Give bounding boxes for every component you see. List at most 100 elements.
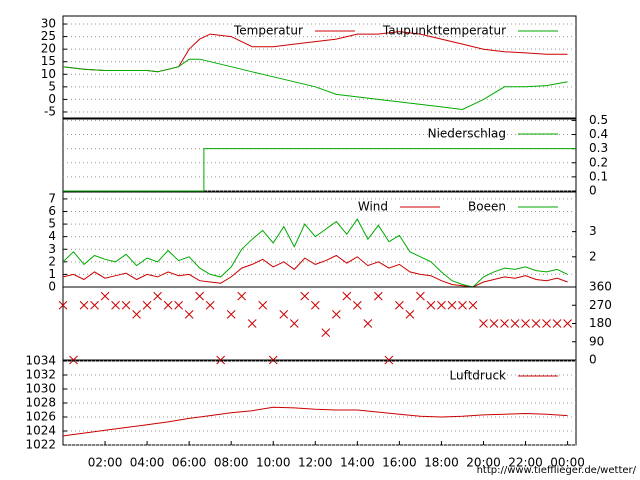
x-tick-label: 04:00 (130, 456, 165, 470)
point (121, 300, 131, 310)
x-tick-label: 10:00 (256, 456, 291, 470)
point (416, 291, 425, 301)
point (426, 300, 436, 310)
y2-tick-label: 3 (589, 224, 597, 238)
legend-label: Boeen (468, 200, 506, 214)
point (552, 319, 562, 328)
y-tick-label: 1034 (25, 354, 56, 368)
legend-label: Luftdruck (449, 369, 506, 383)
point (58, 300, 68, 310)
x-tick-label: 08:00 (214, 456, 249, 470)
point (342, 291, 352, 301)
x-tick-label: 18:00 (424, 456, 459, 470)
point (437, 300, 446, 310)
y-tick-label: -5 (44, 104, 56, 118)
y-tick-label: 0 (48, 92, 56, 106)
point (458, 300, 467, 310)
y-tick-label: 30 (41, 17, 56, 31)
point (321, 328, 331, 337)
point (510, 319, 520, 328)
y-tick-label: 1026 (25, 410, 56, 424)
point (237, 291, 247, 301)
x-tick-label: 14:00 (340, 456, 375, 470)
point (226, 310, 236, 319)
y2-tick-label: 0.4 (589, 127, 608, 141)
series-line (63, 148, 576, 192)
x-tick-label: 20:00 (466, 456, 501, 470)
point (479, 319, 488, 328)
x-tick-label: 16:00 (382, 456, 417, 470)
y-tick-label: 25 (41, 29, 56, 43)
point (69, 355, 78, 365)
point (531, 319, 541, 328)
point (489, 319, 499, 328)
point (279, 310, 289, 319)
y-tick-label: 5 (48, 217, 56, 231)
y-tick-label: 0 (48, 280, 56, 294)
y-tick-label: 3 (48, 242, 56, 256)
point (216, 355, 226, 365)
y2-tick-label: 0.1 (589, 169, 608, 183)
point (405, 310, 415, 319)
point (174, 300, 183, 310)
point (542, 319, 551, 328)
point (300, 291, 310, 301)
point (153, 291, 162, 301)
y-tick-label: 20 (41, 42, 56, 56)
y-tick-label: 15 (41, 54, 56, 68)
point (79, 300, 89, 310)
y-tick-label: 7 (48, 191, 56, 205)
point (374, 291, 383, 301)
point (563, 319, 572, 328)
point (163, 300, 173, 310)
series-line (62, 218, 568, 288)
y-tick-label: 1022 (25, 438, 56, 452)
y-tick-label: 10 (41, 67, 56, 81)
panel: 0 90 180 270 360 (58, 280, 612, 367)
y-tick-label: 1 (48, 267, 56, 281)
point (521, 319, 530, 328)
y2-tick-label: 90 (589, 334, 604, 348)
y-tick-label: 1028 (25, 396, 56, 410)
y2-tick-label: 0.2 (589, 155, 608, 169)
point (384, 355, 394, 365)
y-tick-label: 5 (48, 79, 56, 93)
y2-tick-label: 360 (589, 280, 612, 294)
x-tick-label: 02:00 (88, 456, 123, 470)
point (331, 310, 341, 319)
y2-tick-label: 0.5 (589, 113, 608, 127)
point (268, 355, 278, 365)
series-line (62, 58, 568, 111)
point (132, 310, 141, 319)
point (468, 300, 478, 310)
point (310, 300, 320, 310)
panel: 00.10.20.30.40.5 Niederschlag (62, 113, 608, 198)
point (289, 319, 299, 328)
point (111, 300, 120, 310)
point (447, 300, 457, 310)
point (184, 310, 194, 319)
y2-tick-label: 0 (589, 353, 597, 367)
point (142, 300, 152, 310)
legend-label: Taupunkttemperatur (382, 24, 506, 38)
y2-tick-label: 0 (589, 184, 597, 198)
y2-tick-label: 270 (589, 298, 612, 312)
point (90, 300, 99, 310)
y2-tick-label: 180 (589, 316, 612, 330)
series-line (62, 254, 568, 288)
point (247, 319, 257, 328)
point (363, 319, 373, 328)
y-tick-label: 1030 (25, 382, 56, 396)
y2-tick-label: 0.3 (589, 141, 608, 155)
series-line (62, 406, 568, 437)
point (500, 319, 509, 328)
x-tick-label: 06:00 (172, 456, 207, 470)
legend-label: Niederschlag (428, 127, 506, 141)
y-tick-label: 1024 (25, 424, 56, 438)
y-tick-label: 4 (48, 229, 56, 243)
legend-label: Temperatur (233, 24, 303, 38)
x-tick-label: 12:00 (298, 456, 333, 470)
